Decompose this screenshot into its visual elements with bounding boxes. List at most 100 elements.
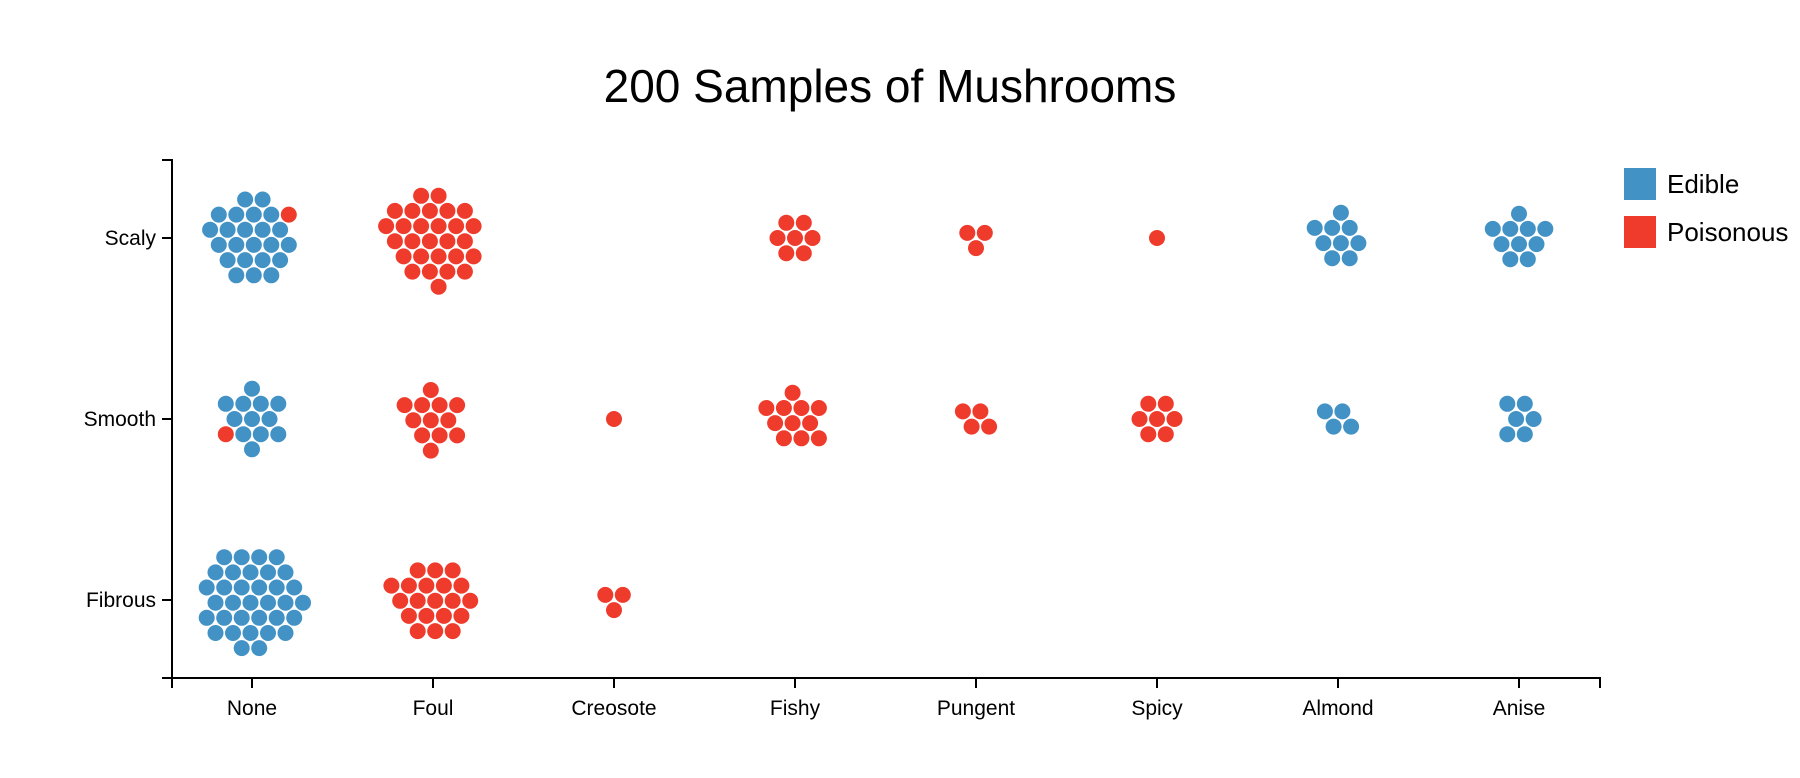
dot-edible — [251, 609, 268, 626]
dot-edible — [252, 426, 269, 443]
dot-poisonous — [421, 263, 438, 280]
dot-poisonous — [400, 607, 417, 624]
dot-edible — [1484, 220, 1501, 237]
dot-poisonous — [409, 623, 426, 640]
dot-edible — [233, 640, 250, 657]
dot-edible — [217, 395, 234, 412]
dot-poisonous — [413, 187, 430, 204]
dot-poisonous — [972, 403, 989, 420]
dot-edible — [244, 411, 260, 427]
dot-edible — [295, 594, 311, 611]
legend-swatch-poisonous — [1624, 216, 1656, 248]
dot-edible — [1306, 219, 1323, 236]
dot-poisonous — [954, 403, 971, 420]
dot-poisonous — [444, 623, 461, 640]
dot-poisonous — [427, 623, 444, 640]
dot-edible — [1528, 236, 1545, 253]
dot-poisonous — [456, 263, 473, 280]
x-tick-label: Foul — [413, 697, 454, 720]
dot-edible — [272, 252, 289, 269]
dot-edible — [1516, 395, 1533, 412]
dot-poisonous — [430, 218, 447, 235]
x-tick-label: Pungent — [937, 697, 1015, 720]
dot-edible — [1325, 418, 1342, 435]
dot-edible — [251, 579, 268, 596]
dot-poisonous — [427, 562, 444, 579]
dot-poisonous — [784, 415, 801, 432]
dot-edible — [225, 564, 241, 581]
dot-edible — [1502, 220, 1519, 237]
dot-poisonous — [217, 426, 234, 443]
dot-poisonous — [421, 233, 438, 250]
dot-edible — [207, 594, 224, 611]
x-tick-label: Creosote — [571, 697, 656, 720]
dot-edible — [1508, 411, 1525, 427]
dot-poisonous — [810, 430, 827, 447]
dot-edible — [1525, 411, 1542, 427]
dot-edible — [1324, 250, 1341, 267]
dot-poisonous — [386, 202, 403, 219]
dot-poisonous — [409, 592, 426, 609]
dot-poisonous — [431, 397, 448, 414]
dot-edible — [277, 564, 294, 581]
dot-poisonous — [414, 397, 431, 414]
x-tick-label: Fishy — [770, 697, 821, 720]
dot-poisonous — [1140, 426, 1157, 443]
dot-poisonous — [440, 412, 457, 429]
dot-edible — [233, 579, 250, 596]
dot-poisonous — [1166, 411, 1183, 427]
dot-edible — [251, 640, 268, 657]
axes: Scaly Smooth Fibrous None Foul Creosote Fishy P… — [84, 159, 1601, 720]
legend-label-poisonous: Poisonous — [1667, 217, 1788, 247]
dot-edible — [237, 191, 254, 208]
dot-poisonous — [1149, 411, 1165, 427]
dot-edible — [254, 252, 271, 269]
dot-edible — [210, 236, 227, 253]
dot-edible — [245, 206, 262, 223]
dot-edible — [244, 380, 260, 397]
dot-poisonous — [418, 607, 435, 624]
dot-edible — [228, 267, 245, 284]
dot-edible — [226, 411, 243, 427]
dot-edible — [1316, 403, 1333, 420]
dot-edible — [1332, 235, 1349, 252]
dot-poisonous — [597, 586, 614, 603]
dot-edible — [1519, 220, 1536, 237]
dot-poisonous — [430, 187, 447, 204]
dot-poisonous — [392, 592, 409, 609]
dot-poisonous — [968, 240, 984, 257]
dot-poisonous — [422, 382, 439, 398]
dot-poisonous — [422, 412, 439, 429]
dot-edible — [235, 426, 252, 443]
dot-poisonous — [804, 230, 821, 246]
dot-poisonous — [453, 607, 470, 624]
dot-edible — [225, 625, 241, 641]
y-tick-label: Smooth — [84, 408, 156, 431]
dot-edible — [263, 267, 280, 284]
dot-edible — [1516, 426, 1533, 443]
dot-poisonous — [1140, 395, 1157, 412]
dot-edible — [242, 625, 259, 641]
chart-title: 200 Samples of Mushrooms — [604, 60, 1177, 112]
dot-poisonous — [606, 411, 622, 427]
dot-edible — [216, 549, 233, 566]
dot-poisonous — [959, 224, 976, 241]
dot-poisonous — [400, 577, 417, 594]
dot-edible — [210, 206, 227, 223]
dot-edible — [1341, 250, 1358, 267]
dot-poisonous — [422, 442, 439, 459]
dot-poisonous — [396, 397, 413, 414]
dot-edible — [254, 191, 271, 208]
dot-edible — [242, 564, 259, 581]
dot-poisonous — [793, 400, 810, 416]
dot-poisonous — [448, 218, 465, 235]
dot-poisonous — [453, 577, 470, 594]
dot-poisonous — [280, 206, 297, 223]
dot-poisonous — [778, 214, 795, 231]
dot-poisonous — [427, 592, 444, 609]
x-axis-line — [171, 677, 1601, 688]
dot-poisonous — [795, 245, 812, 262]
dot-poisonous — [456, 202, 473, 219]
dot-edible — [263, 236, 280, 253]
